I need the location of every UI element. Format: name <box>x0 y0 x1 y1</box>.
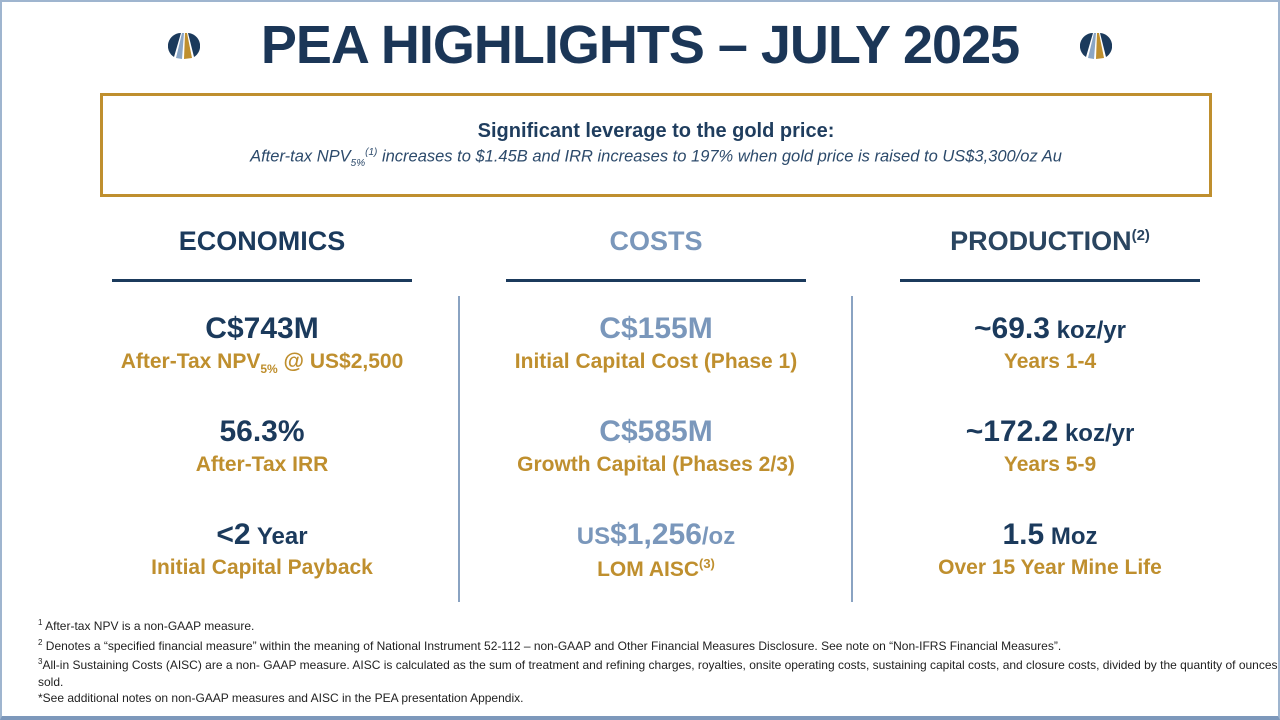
production-header: PRODUCTION(2) <box>950 226 1150 256</box>
footnote: 2 Denotes a “specified financial measure… <box>38 637 1062 653</box>
callout-text: After-tax NPV5%(1) increases to $1.45B a… <box>250 147 1062 169</box>
economics-header: ECONOMICS <box>178 226 346 256</box>
footnote: *See additional notes on non-GAAP measur… <box>38 691 524 705</box>
aisc-metric: US$1,256/oz LOM AISC(3) <box>576 518 736 581</box>
company-logo-icon <box>168 32 200 59</box>
irr-metric: 56.3% After-Tax IRR <box>195 415 329 476</box>
column-divider <box>458 296 460 602</box>
company-logo-icon <box>1080 32 1112 59</box>
initial-capital-metric: C$155M Initial Capital Cost (Phase 1) <box>514 312 798 373</box>
economics-column: ECONOMICS C$743M After-Tax NPV5% @ US$2,5… <box>82 226 442 579</box>
npv-metric: C$743M After-Tax NPV5% @ US$2,500 <box>120 312 404 377</box>
production-metric: ~172.2 koz/yr Years 5-9 <box>965 415 1135 476</box>
costs-column: COSTS C$155M Initial Capital Cost (Phase … <box>476 226 836 581</box>
column-divider <box>851 296 853 602</box>
footnote: 3All-in Sustaining Costs (AISC) are a no… <box>38 657 1278 689</box>
production-column: PRODUCTION(2) ~69.3 koz/yr Years 1-4 ~172… <box>870 226 1230 579</box>
production-metric: ~69.3 koz/yr Years 1-4 <box>974 312 1126 373</box>
footnote: 1 After-tax NPV is a non-GAAP measure. <box>38 618 255 633</box>
footnotes: 1 After-tax NPV is a non-GAAP measure. 2… <box>38 615 1280 707</box>
payback-metric: <2 Year Initial Capital Payback <box>151 518 373 579</box>
costs-header: COSTS <box>609 226 703 256</box>
production-metric: 1.5 Moz Over 15 Year Mine Life <box>938 518 1162 579</box>
callout-box: Significant leverage to the gold price: … <box>100 93 1212 197</box>
growth-capital-metric: C$585M Growth Capital (Phases 2/3) <box>517 415 795 476</box>
callout-heading: Significant leverage to the gold price: <box>477 120 835 142</box>
page-title: PEA HIGHLIGHTS – JULY 2025 <box>260 15 1020 75</box>
